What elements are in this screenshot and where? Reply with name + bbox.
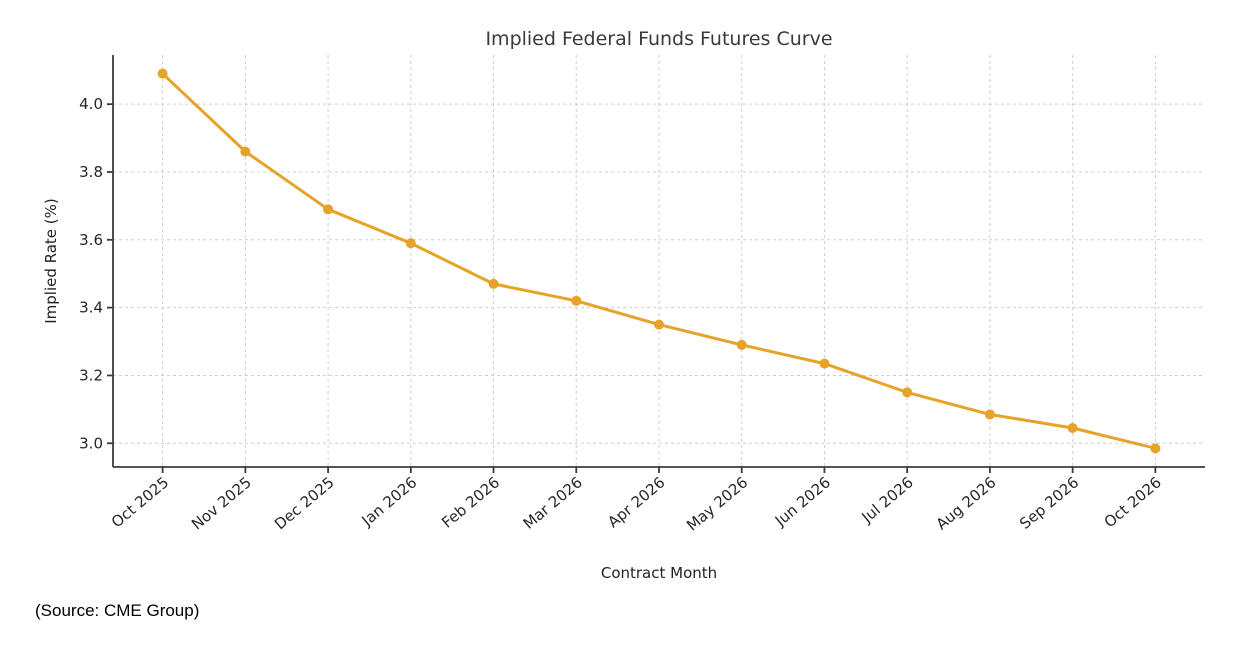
x-tick-label: Dec 2025 — [271, 473, 338, 533]
data-point — [902, 387, 913, 398]
data-point — [819, 358, 830, 369]
x-tick-label: Jul 2026 — [858, 473, 917, 527]
x-tick-label: Feb 2026 — [438, 473, 503, 531]
data-point — [1067, 423, 1078, 434]
y-axis-title: Implied Rate (%) — [42, 198, 60, 324]
x-tick-label: May 2026 — [683, 473, 751, 534]
data-point — [405, 238, 416, 249]
data-point — [984, 409, 995, 420]
x-tick-label: Jun 2026 — [771, 473, 834, 530]
data-point — [157, 68, 168, 79]
y-tick-label: 3.0 — [79, 434, 103, 452]
series-layer — [157, 68, 1161, 454]
y-tick-label: 3.4 — [79, 299, 103, 317]
y-tick-label: 4.0 — [79, 95, 103, 113]
x-tick-label: Mar 2026 — [520, 473, 586, 533]
x-tick-label: Nov 2025 — [188, 473, 255, 533]
y-tick-label: 3.6 — [79, 231, 103, 249]
data-point — [1150, 443, 1161, 454]
x-axis-title: Contract Month — [601, 564, 717, 582]
axes-layer: Oct 2025 Nov 2025 Dec 2025 Jan 2026 Feb 2026… — [79, 55, 1205, 535]
data-point — [654, 319, 664, 330]
data-point — [240, 146, 251, 157]
x-tick-label: Aug 2026 — [933, 473, 1000, 533]
data-point — [323, 204, 334, 215]
y-tick-label: 3.2 — [79, 366, 103, 384]
x-tick-label: Oct 2025 — [108, 473, 172, 531]
y-tick-label: 3.8 — [79, 163, 103, 181]
x-tick-label: Apr 2026 — [604, 473, 668, 531]
data-point — [571, 295, 582, 306]
x-tick-label: Sep 2026 — [1016, 473, 1082, 533]
grid-layer — [113, 55, 1205, 467]
source-note: (Source: CME Group) — [35, 601, 200, 620]
data-point — [488, 278, 499, 289]
chart-title: Implied Federal Funds Futures Curve — [485, 28, 832, 50]
data-point — [736, 339, 747, 350]
x-tick-label: Oct 2026 — [1101, 473, 1165, 531]
x-tick-label: Jan 2026 — [357, 473, 420, 530]
